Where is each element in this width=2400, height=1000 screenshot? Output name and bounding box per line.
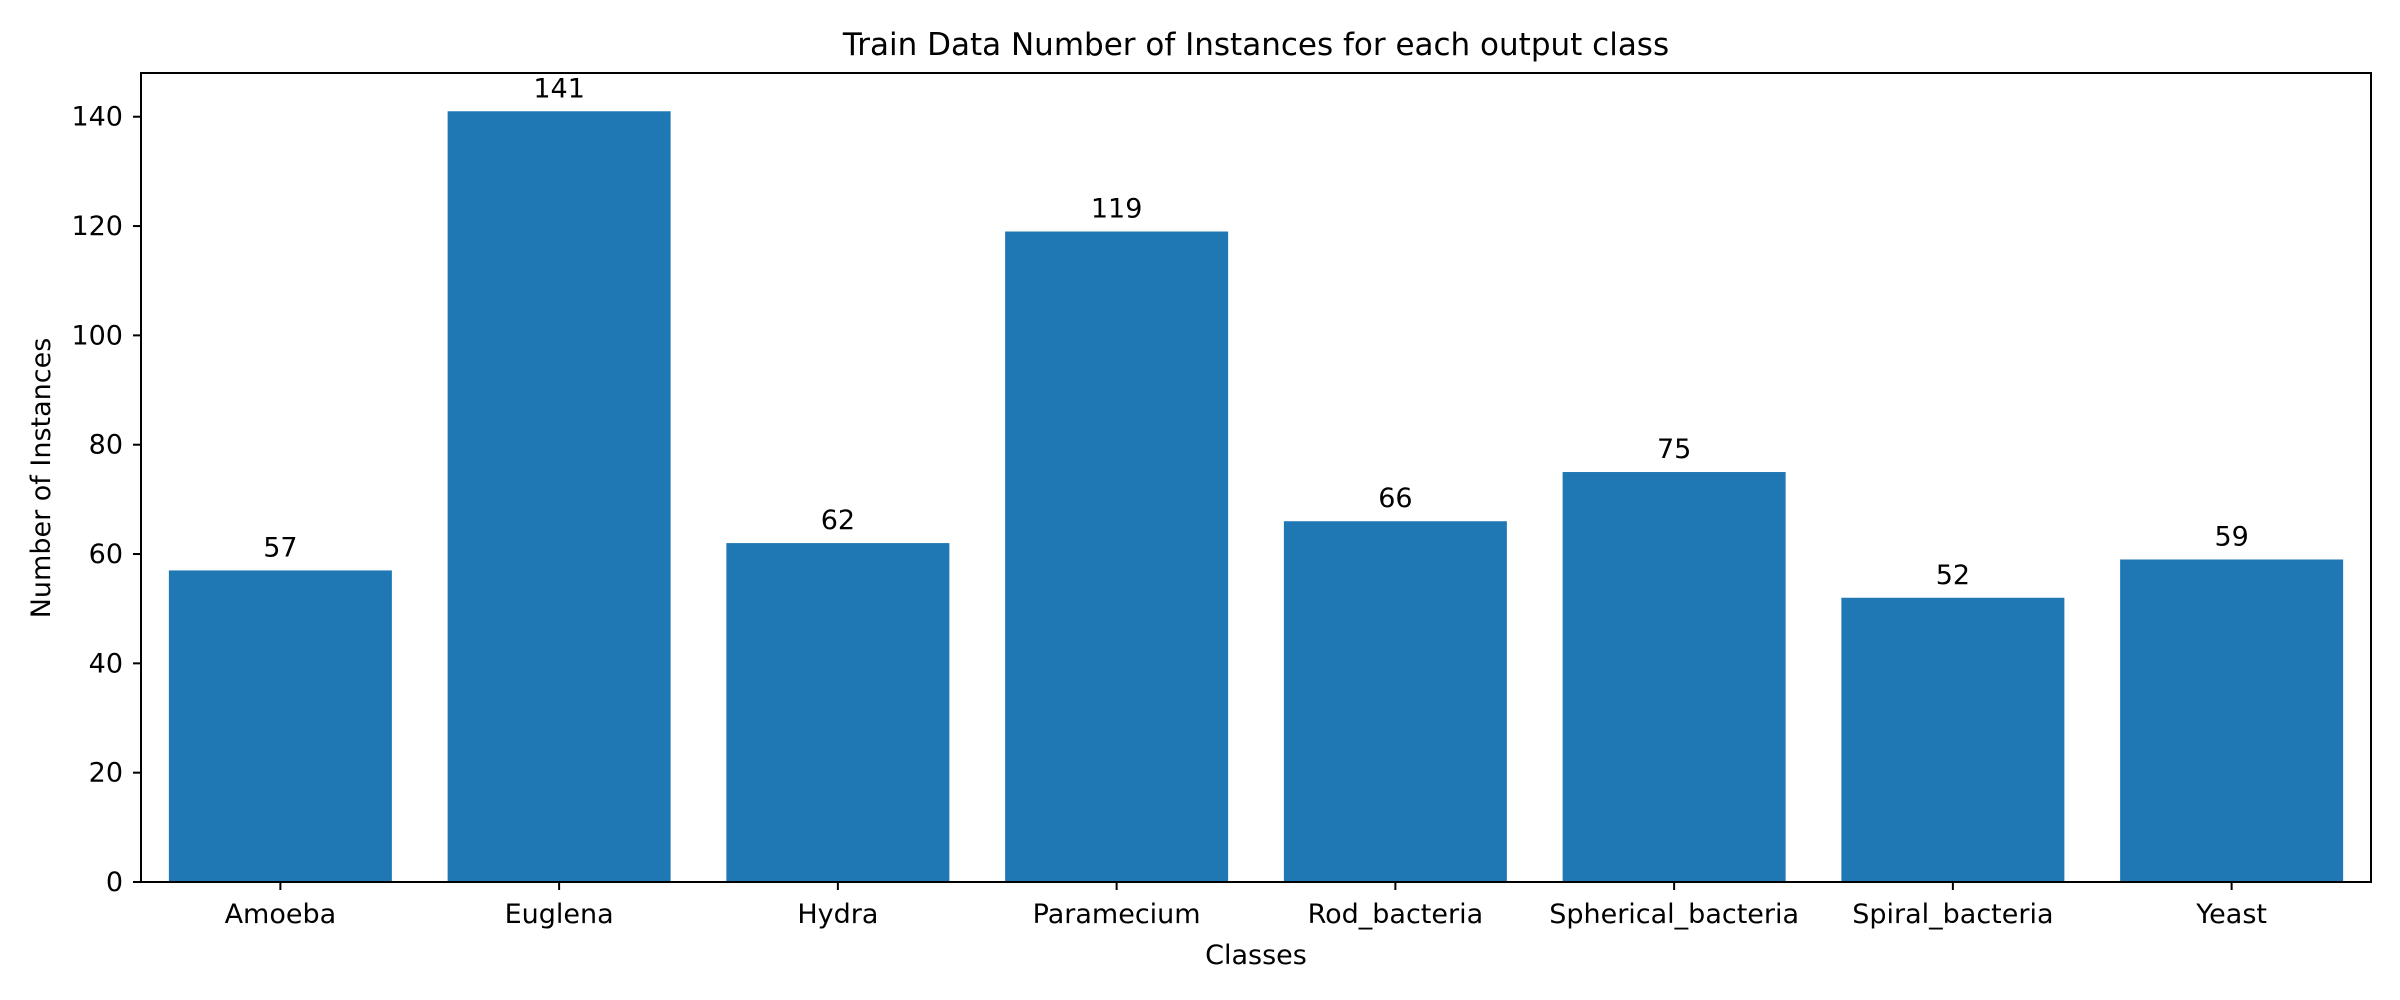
bar-value-label: 52 (1936, 560, 1970, 591)
bar-euglena (447, 111, 671, 883)
x-tick-label: Amoeba (225, 899, 337, 930)
bar-value-label: 75 (1657, 434, 1691, 465)
y-axis: 0 20 40 60 80 100 120 140 (71, 102, 141, 898)
bar-value-label: 62 (821, 505, 855, 536)
bar-value-label: 59 (2214, 521, 2248, 552)
x-tick-label: Spiral_bacteria (1852, 899, 2053, 930)
bar-value-label: 66 (1378, 483, 1412, 514)
plot-frame (140, 72, 2372, 883)
bar-yeast (2120, 559, 2344, 882)
x-tick-label: Paramecium (1033, 899, 1201, 930)
bar-value-label: 57 (263, 532, 297, 563)
y-tick-label: 60 (89, 539, 123, 570)
x-axis: Amoeba Euglena Hydra Paramecium Rod_bacteria… (225, 882, 2267, 930)
x-tick-label: Spherical_bacteria (1549, 899, 1799, 930)
bars-layer (168, 111, 2344, 883)
x-tick-label: Rod_bacteria (1308, 899, 1484, 930)
x-tick-label: Yeast (2195, 899, 2267, 930)
bar-rod-bacteria (1283, 521, 1507, 882)
bar-hydra (726, 543, 950, 882)
bar-value-label: 141 (533, 73, 585, 104)
x-tick-label: Euglena (505, 899, 614, 930)
y-tick-label: 40 (89, 648, 123, 679)
y-tick-label: 80 (89, 430, 123, 461)
data-labels-layer: 57 141 62 119 66 75 52 59 (263, 73, 2249, 590)
y-axis-label: Number of Instances (26, 338, 57, 619)
y-tick-label: 100 (71, 320, 123, 351)
x-tick-label: Hydra (797, 899, 878, 930)
y-tick-label: 20 (89, 758, 123, 789)
bar-amoeba (168, 570, 392, 882)
bar-spherical-bacteria (1562, 472, 1786, 882)
y-tick-label: 0 (106, 867, 123, 898)
y-tick-label: 140 (71, 102, 123, 133)
bar-value-label: 119 (1091, 194, 1143, 225)
bar-spiral-bacteria (1841, 597, 2065, 882)
bar-paramecium (1005, 231, 1229, 882)
chart-title: Train Data Number of Instances for each … (842, 27, 1669, 63)
y-tick-label: 120 (71, 211, 123, 242)
x-axis-label: Classes (1205, 940, 1307, 971)
